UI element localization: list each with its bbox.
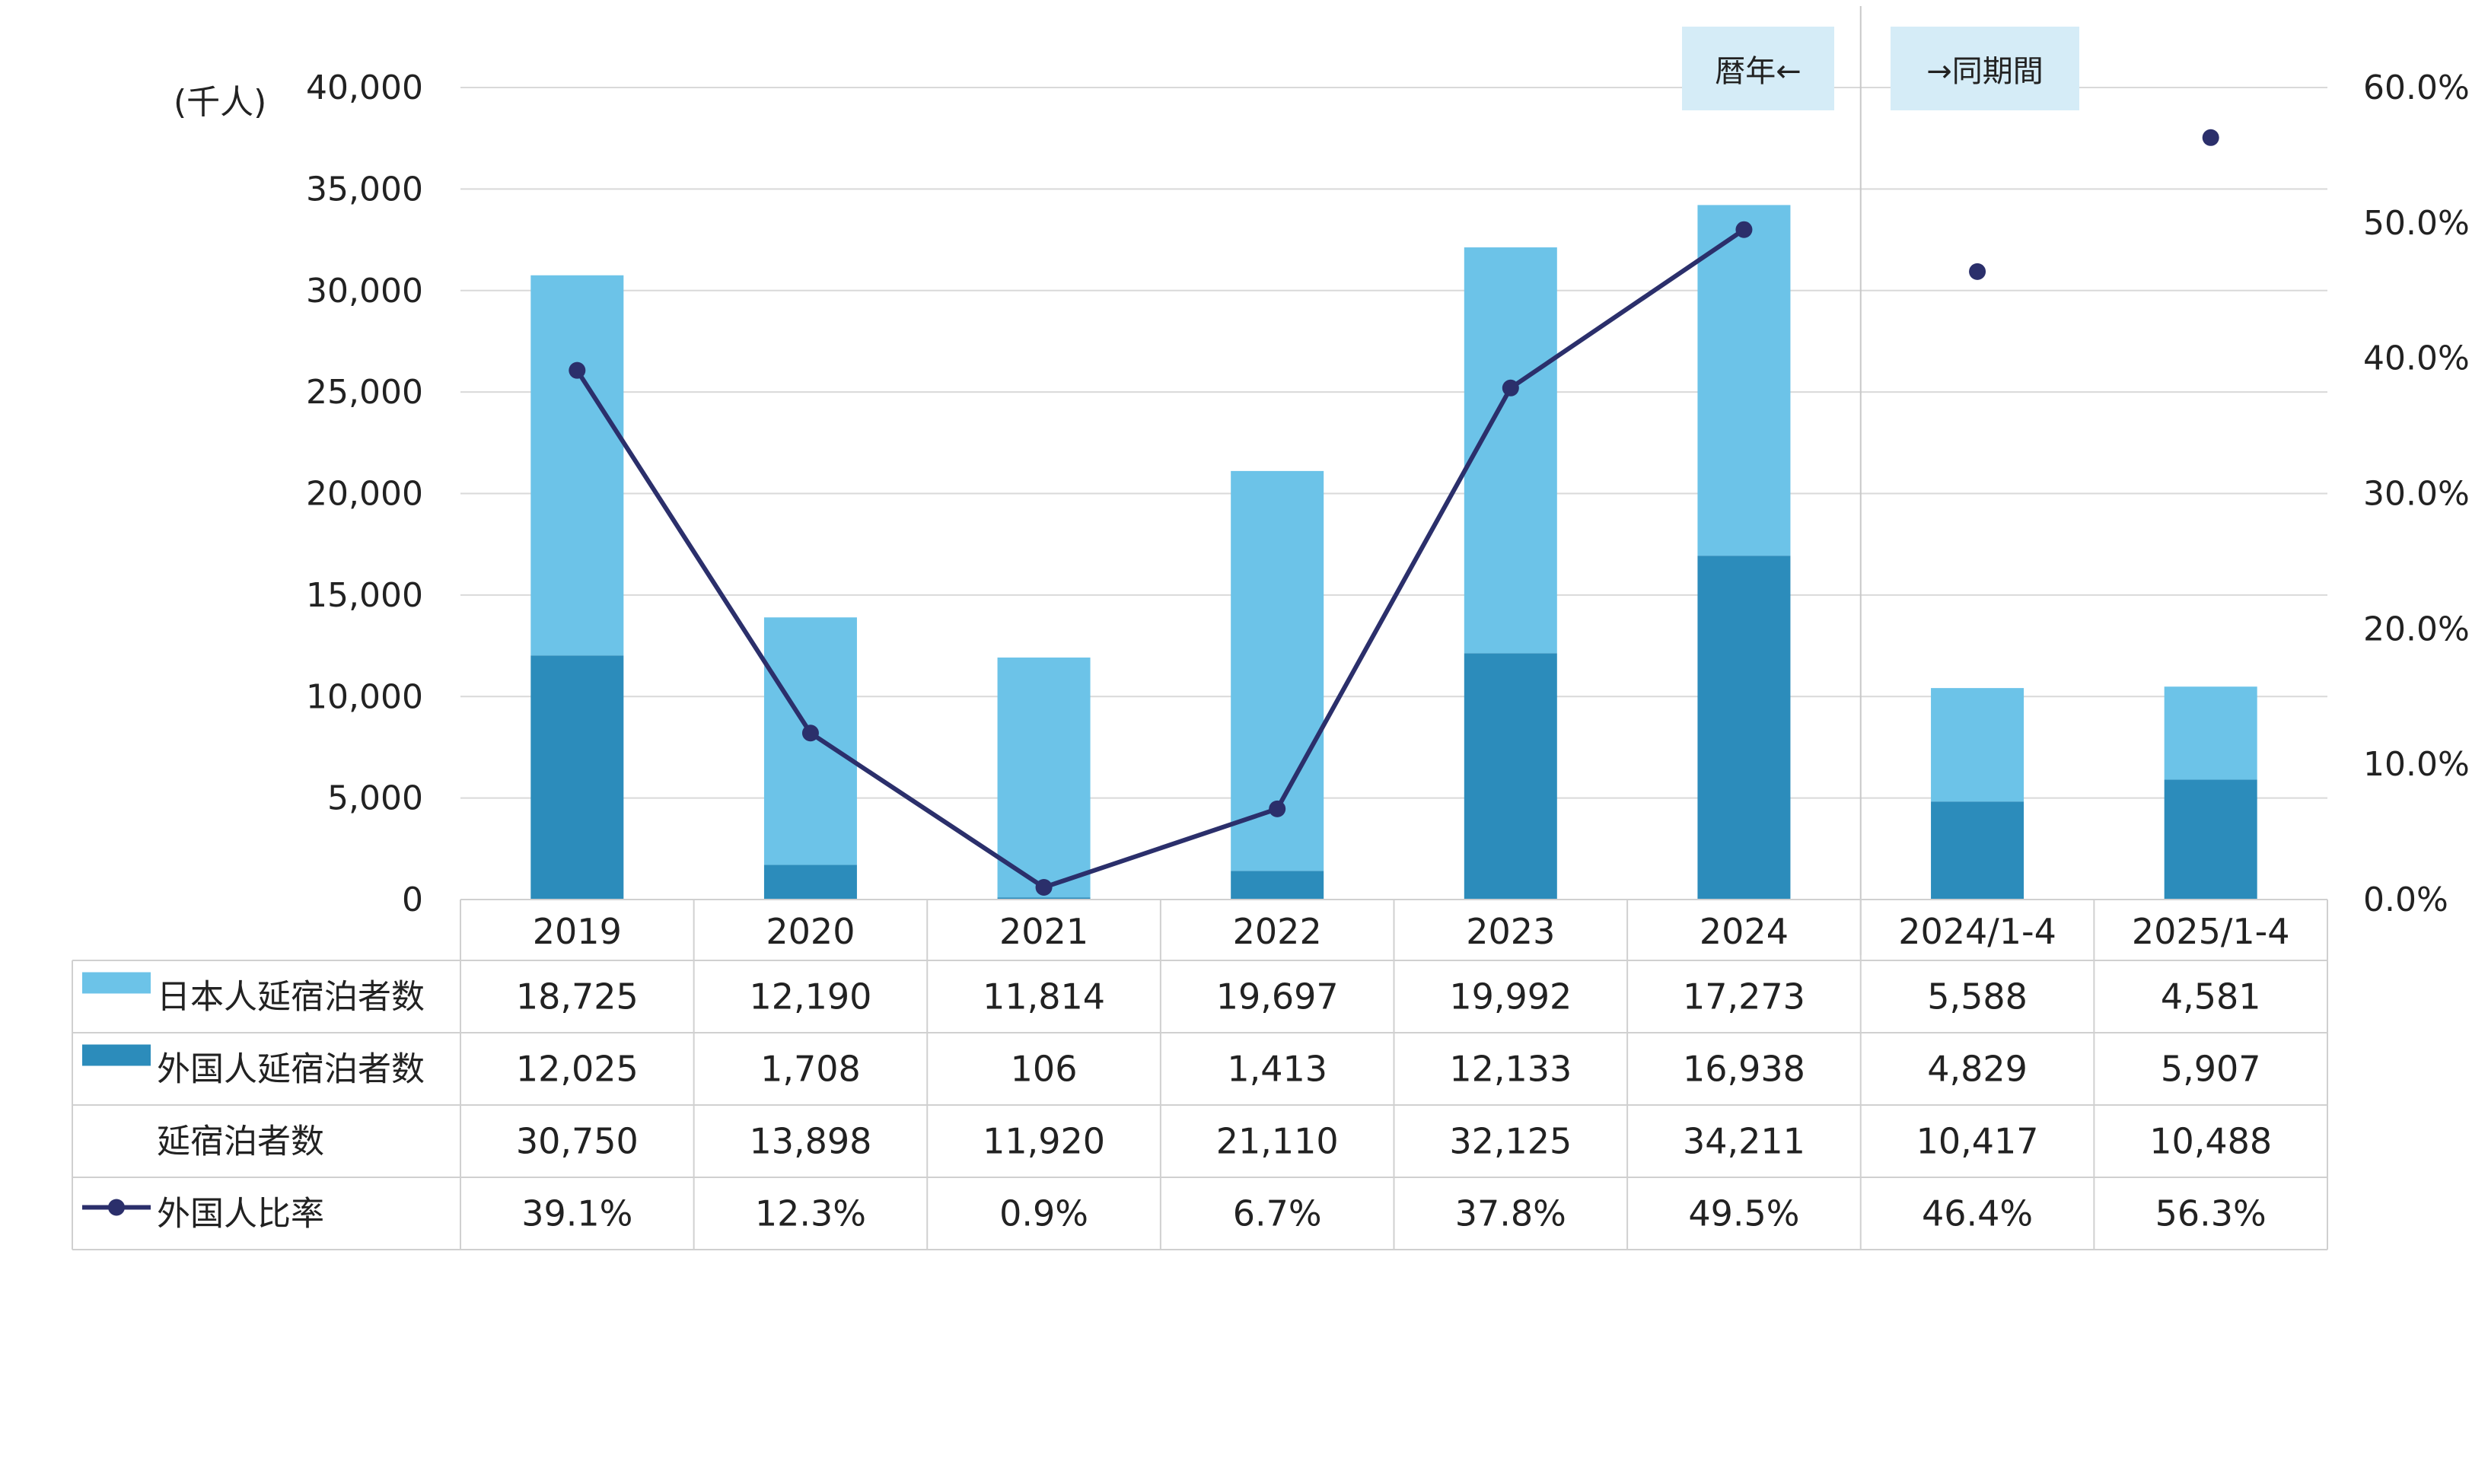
left-tick-label: 10,000 <box>306 677 423 716</box>
table-cell-total: 30,750 <box>516 1121 639 1162</box>
bar-japanese <box>2164 686 2257 780</box>
annotations: 暦年← →同期間 <box>1682 27 2079 110</box>
legend-swatch-japanese <box>82 972 151 994</box>
category-label: 2025/1-4 <box>2132 911 2290 952</box>
left-tick-label: 40,000 <box>306 68 423 107</box>
right-tick-label: 30.0% <box>2363 475 2470 514</box>
left-tick-label: 0 <box>402 881 423 919</box>
table-cell-foreign: 1,413 <box>1227 1049 1327 1090</box>
table-cell-japanese: 19,992 <box>1449 976 1572 1017</box>
bar-foreign <box>2164 779 2257 900</box>
category-label: 2023 <box>1466 911 1555 952</box>
annotation-box <box>1891 27 2079 110</box>
row-label-ratio: 外国人比率 <box>157 1195 324 1234</box>
table-cell-ratio: 56.3% <box>2155 1193 2267 1234</box>
left-axis: 0 5,000 10,000 15,000 20,000 25,000 30,000 35,0… <box>306 68 423 919</box>
table-cell-foreign: 5,907 <box>2161 1049 2261 1090</box>
unit-label: (千人) <box>174 83 266 122</box>
legend-swatch-foreign <box>82 1044 151 1066</box>
bar-japanese <box>997 658 1091 898</box>
table-cell-ratio: 0.9% <box>999 1193 1088 1234</box>
row-label-foreign: 外国人延宿泊者数 <box>157 1050 425 1089</box>
bar-foreign <box>763 865 857 900</box>
table-cell-total: 10,417 <box>1916 1121 2039 1162</box>
bars <box>530 205 2257 900</box>
table-cell-total: 11,920 <box>983 1121 1105 1162</box>
right-tick-label: 60.0% <box>2363 68 2470 107</box>
bar-foreign <box>1464 653 1557 900</box>
bar-foreign <box>1697 556 1791 900</box>
left-tick-label: 30,000 <box>306 272 423 310</box>
ratio-point <box>1269 800 1286 817</box>
right-tick-label: 40.0% <box>2363 339 2470 378</box>
annotation-box <box>1682 27 1834 110</box>
ratio-point <box>1969 263 1986 280</box>
table-cell-ratio: 46.4% <box>1922 1193 2033 1234</box>
right-tick-label: 50.0% <box>2363 204 2470 243</box>
ratio-point <box>1035 878 1053 896</box>
table-cell-foreign: 4,829 <box>1927 1049 2028 1090</box>
right-axis: 0.0% 10.0% 20.0% 30.0% 40.0% 50.0% 60.0% <box>2363 68 2470 919</box>
ratio-line <box>569 129 2219 896</box>
right-tick-label: 20.0% <box>2363 610 2470 648</box>
bar-foreign <box>997 897 1091 900</box>
ratio-line-path <box>575 228 1746 890</box>
data-table: 2019 2020 2021 2022 2023 2024 2024/1-4 2025/1-4… <box>72 899 2328 1250</box>
right-tick-label: 10.0% <box>2363 745 2470 784</box>
table-cell-foreign: 106 <box>1011 1049 1078 1090</box>
bar-japanese <box>1697 205 1791 556</box>
left-tick-label: 25,000 <box>306 373 423 412</box>
bar-foreign <box>1931 801 2024 900</box>
table-cell-ratio: 49.5% <box>1688 1193 1799 1234</box>
row-label-japanese: 日本人延宿泊者数 <box>157 978 425 1017</box>
bar-japanese <box>1931 688 2024 802</box>
table-cell-ratio: 39.1% <box>521 1193 632 1234</box>
table-cell-total: 21,110 <box>1216 1121 1339 1162</box>
category-label: 2022 <box>1233 911 1322 952</box>
category-label: 2024/1-4 <box>1898 911 2056 952</box>
table-cell-japanese: 11,814 <box>983 976 1105 1017</box>
left-tick-label: 35,000 <box>306 170 423 209</box>
annotation-text: →同期間 <box>1926 54 2044 89</box>
table-cell-ratio: 37.8% <box>1455 1193 1566 1234</box>
table-cell-ratio: 12.3% <box>755 1193 866 1234</box>
table-cell-total: 34,211 <box>1683 1121 1805 1162</box>
ratio-point <box>801 724 819 742</box>
table-cell-foreign: 1,708 <box>760 1049 861 1090</box>
category-label: 2024 <box>1700 911 1789 952</box>
bar-foreign <box>530 655 624 900</box>
left-tick-label: 20,000 <box>306 475 423 514</box>
table-cell-foreign: 12,133 <box>1449 1049 1572 1090</box>
table-cell-total: 13,898 <box>749 1121 871 1162</box>
table-cell-japanese: 17,273 <box>1683 976 1805 1017</box>
table-cell-ratio: 6.7% <box>1233 1193 1322 1234</box>
table-cell-japanese: 12,190 <box>749 976 871 1017</box>
ratio-point <box>1502 379 1519 396</box>
right-tick-label: 0.0% <box>2363 881 2448 919</box>
ratio-point <box>569 361 586 379</box>
table-cell-japanese: 4,581 <box>2161 976 2261 1017</box>
category-label: 2019 <box>533 911 622 952</box>
table-cell-foreign: 12,025 <box>516 1049 639 1090</box>
table-cell-japanese: 5,588 <box>1927 976 2028 1017</box>
bar-japanese <box>530 275 624 656</box>
table-cell-japanese: 18,725 <box>516 976 639 1017</box>
grid-lines <box>460 87 2327 900</box>
ratio-point <box>2202 129 2219 146</box>
ratio-point <box>1735 221 1753 238</box>
bar-foreign <box>1231 871 1324 900</box>
table-cell-total: 32,125 <box>1449 1121 1572 1162</box>
left-tick-label: 5,000 <box>327 779 423 818</box>
left-tick-label: 15,000 <box>306 576 423 615</box>
annotation-text: 暦年← <box>1715 54 1801 89</box>
category-label: 2021 <box>999 911 1088 952</box>
category-label: 2020 <box>766 911 855 952</box>
bar-japanese <box>1464 247 1557 654</box>
row-label-total: 延宿泊者数 <box>157 1123 324 1161</box>
table-cell-foreign: 16,938 <box>1683 1049 1805 1090</box>
legend-marker-ratio <box>108 1199 125 1216</box>
table-cell-japanese: 19,697 <box>1216 976 1339 1017</box>
table-cell-total: 10,488 <box>2149 1121 2272 1162</box>
